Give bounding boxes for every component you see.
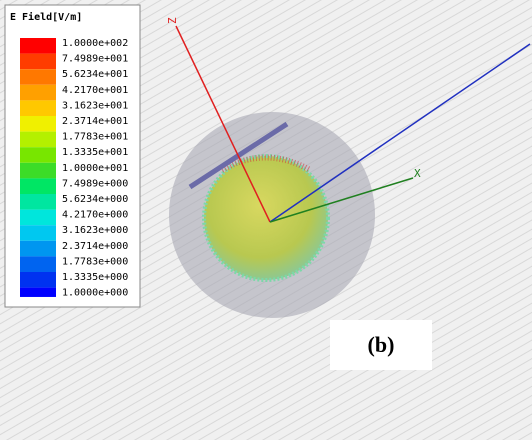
legend-swatch [20, 272, 56, 288]
legend-swatch [20, 256, 56, 272]
legend-title: E Field[V/m] [10, 11, 82, 23]
legend-label: 3.1623e+001 [62, 100, 128, 111]
page: {"legend": {"title": "E Field[V/m]", "en… [0, 0, 532, 440]
legend-label: 1.0000e+000 [62, 288, 128, 299]
legend: E Field[V/m] 1.0000e+002 7.4989e+001 5.623… [5, 5, 140, 307]
legend-swatch [20, 288, 56, 297]
legend-label: 5.6234e+001 [62, 69, 128, 80]
legend-swatch [20, 116, 56, 132]
x-axis-label: X [414, 167, 421, 180]
legend-swatch [20, 85, 56, 101]
legend-swatch [20, 69, 56, 85]
legend-label: 4.2170e+001 [62, 85, 128, 96]
legend-label: 4.2170e+000 [62, 210, 128, 221]
legend-label: 1.7783e+000 [62, 256, 128, 267]
legend-label: 1.0000e+001 [62, 163, 128, 174]
legend-label: 1.3335e+001 [62, 147, 128, 158]
legend-swatch [20, 194, 56, 210]
legend-label: 3.1623e+000 [62, 225, 128, 236]
figure-label: (b) [368, 332, 395, 357]
legend-label: 7.4989e+000 [62, 178, 128, 189]
legend-swatch [20, 210, 56, 226]
legend-swatch [20, 241, 56, 257]
legend-label: 7.4989e+001 [62, 54, 128, 65]
viewport: Z X E Field[V/m] 1.0000e+002 7.4989e+001 5… [0, 0, 532, 440]
legend-swatch [20, 54, 56, 70]
z-axis-label: Z [166, 17, 179, 24]
legend-swatch [20, 163, 56, 179]
legend-label: 1.3335e+000 [62, 272, 128, 283]
inner-sphere [204, 156, 328, 280]
legend-swatch [20, 147, 56, 163]
legend-label: 1.7783e+001 [62, 132, 128, 143]
legend-label: 5.6234e+000 [62, 194, 128, 205]
legend-swatch [20, 100, 56, 116]
legend-swatch [20, 38, 56, 54]
legend-swatch [20, 225, 56, 241]
legend-label: 2.3714e+001 [62, 116, 128, 127]
legend-swatch [20, 132, 56, 148]
legend-swatch [20, 178, 56, 194]
legend-label: 2.3714e+000 [62, 241, 128, 252]
legend-label: 1.0000e+002 [62, 38, 128, 49]
